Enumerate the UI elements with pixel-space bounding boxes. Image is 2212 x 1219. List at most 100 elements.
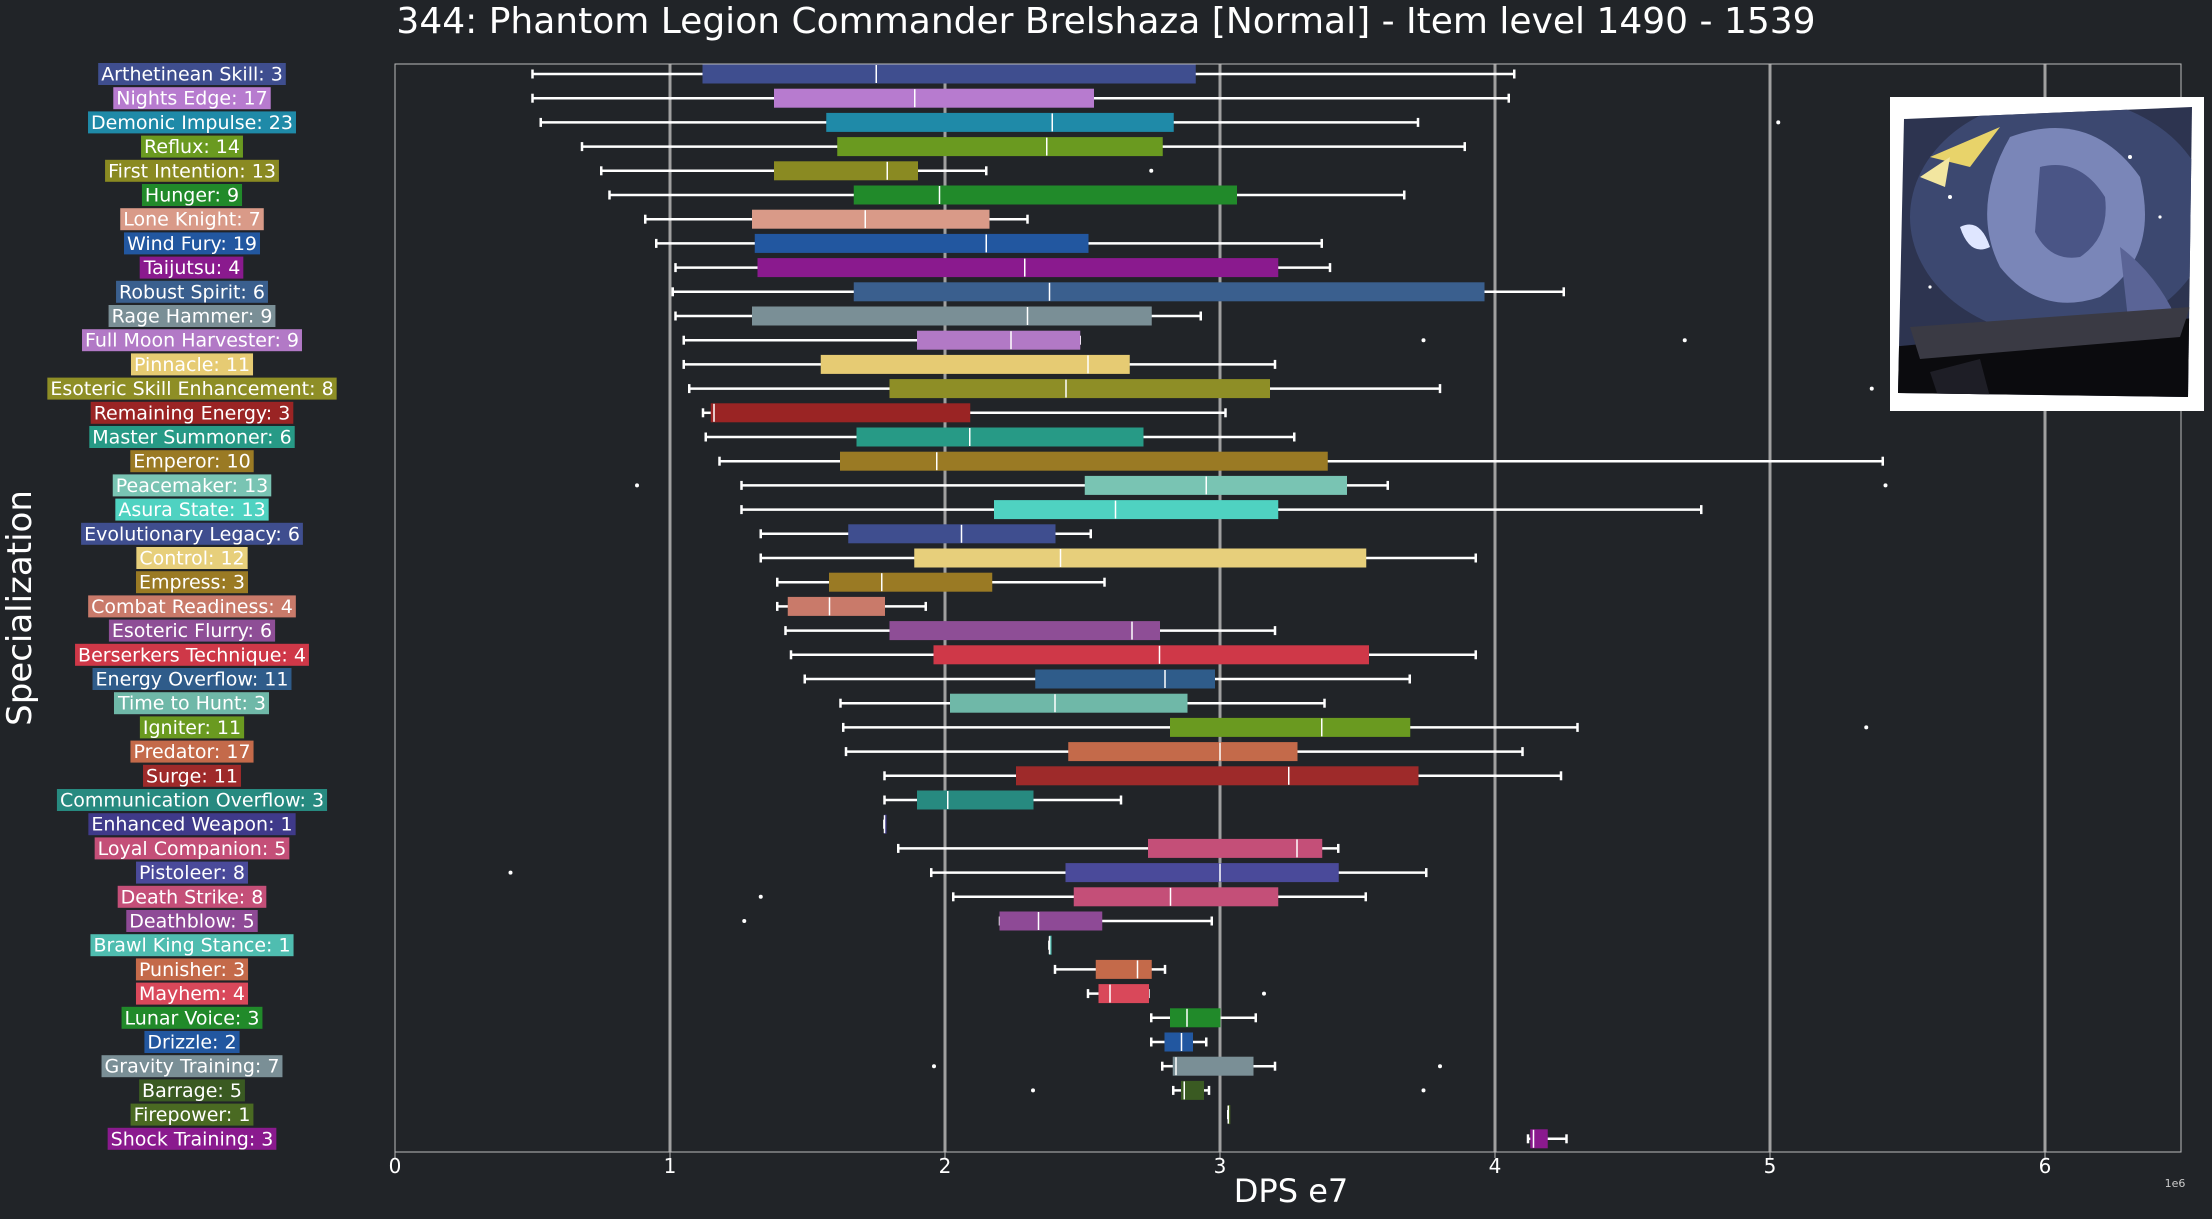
box-row [674, 306, 1202, 326]
category-label: Barrage: 5 [142, 1080, 242, 1102]
box [702, 64, 1196, 84]
category-label-bg [135, 958, 249, 981]
box-row [671, 282, 1565, 302]
category-label: Empress: 3 [139, 572, 245, 594]
box [754, 233, 1089, 253]
category-label: Enhanced Weapon: 1 [91, 814, 292, 836]
box-row [1086, 984, 1266, 1004]
category-label: Drizzle: 2 [147, 1032, 236, 1054]
category-label-bg [126, 910, 258, 932]
box-row [1048, 935, 1052, 955]
box [826, 112, 1174, 132]
category-label: Gravity Training: 7 [105, 1056, 280, 1078]
x-axis-ticks: 0 1 2 3 4 5 6 [389, 1152, 2051, 1178]
category-label: Pinnacle: 11 [134, 354, 250, 376]
box [774, 161, 918, 181]
box [1065, 863, 1339, 883]
category-label-bg [115, 498, 269, 521]
outlier-point [1869, 386, 1874, 391]
category-label: Communication Overflow: 3 [60, 790, 324, 812]
category-label: Full Moon Harvester: 9 [85, 330, 299, 352]
category-label-bg [90, 934, 294, 957]
category-label-bg [82, 329, 302, 352]
box [889, 621, 1160, 641]
box-row [600, 161, 1154, 181]
box [1035, 669, 1215, 689]
outlier-point [1149, 168, 1154, 173]
box [917, 790, 1034, 810]
category-label-bg [112, 474, 272, 497]
box [853, 185, 1237, 205]
outlier-point [1776, 120, 1781, 125]
box-row [701, 403, 1227, 423]
box-row [655, 233, 1323, 253]
category-label-bg [113, 87, 271, 110]
x-tick-label: 5 [1764, 1154, 1777, 1178]
x-tick-label: 1 [664, 1154, 677, 1178]
category-label-bg [94, 837, 290, 860]
category-label-bg [143, 764, 241, 787]
category-label-bg [92, 668, 292, 690]
category-label-bg [116, 280, 268, 303]
box [856, 427, 1144, 447]
box [1073, 887, 1279, 907]
box-row [718, 451, 1884, 471]
box [752, 306, 1152, 326]
box [1084, 475, 1347, 495]
box-row [1031, 1080, 1426, 1100]
category-label-bg [107, 1127, 277, 1150]
box [994, 500, 1279, 520]
box-row [789, 645, 1477, 665]
box-row [531, 64, 1516, 84]
box-row [580, 137, 1466, 157]
category-label: Arthetinean Skill: 3 [101, 64, 283, 86]
category-label-bg [117, 885, 267, 908]
box-row [758, 887, 1367, 907]
category-label-bg [141, 184, 243, 206]
category-label: Death Strike: 8 [121, 886, 264, 908]
box-row [740, 500, 1703, 520]
box [1170, 1008, 1221, 1028]
x-tick-label: 4 [1489, 1154, 1502, 1178]
category-label: Wind Fury: 19 [127, 233, 257, 255]
box [1016, 766, 1419, 786]
category-label: Surge: 11 [146, 765, 238, 787]
box-row [674, 258, 1332, 278]
box [1095, 959, 1152, 979]
box [829, 572, 993, 592]
category-label: First Intention: 13 [108, 160, 276, 182]
category-label: Shock Training: 3 [111, 1128, 274, 1150]
category-label-bg [47, 377, 337, 400]
category-label-bg [101, 1055, 283, 1078]
box-row [1150, 1032, 1208, 1052]
category-label: Peacemaker: 13 [116, 475, 269, 497]
box-row [759, 524, 1092, 544]
box [914, 548, 1367, 568]
box-row [1053, 959, 1167, 979]
box-row [682, 330, 1687, 350]
box-row [842, 717, 1869, 737]
box-row [704, 427, 1296, 447]
box [999, 911, 1103, 931]
category-label: Predator: 17 [133, 741, 250, 763]
category-label: Brawl King Stance: 1 [93, 935, 290, 957]
box-row [508, 863, 1428, 883]
category-label: Control: 12 [139, 548, 244, 570]
category-label: Robust Spirit: 6 [119, 281, 265, 303]
category-label: Hunger: 9 [145, 185, 239, 207]
category-label: Time to Hunt: 3 [117, 693, 266, 715]
category-label: Emperor: 10 [133, 451, 250, 473]
box-row [839, 693, 1326, 713]
category-label: Lone Knight: 7 [123, 209, 261, 231]
x-tick-label: 3 [1214, 1154, 1227, 1178]
category-label-bg [75, 643, 309, 666]
outlier-point [1031, 1088, 1035, 1093]
outlier-point [1421, 338, 1426, 343]
box-row [932, 1056, 1442, 1076]
box [840, 451, 1328, 471]
outlier-point [1438, 1064, 1442, 1069]
box [757, 258, 1279, 278]
category-label-bg [144, 1031, 240, 1053]
category-label: Master Summoner: 6 [92, 427, 291, 449]
